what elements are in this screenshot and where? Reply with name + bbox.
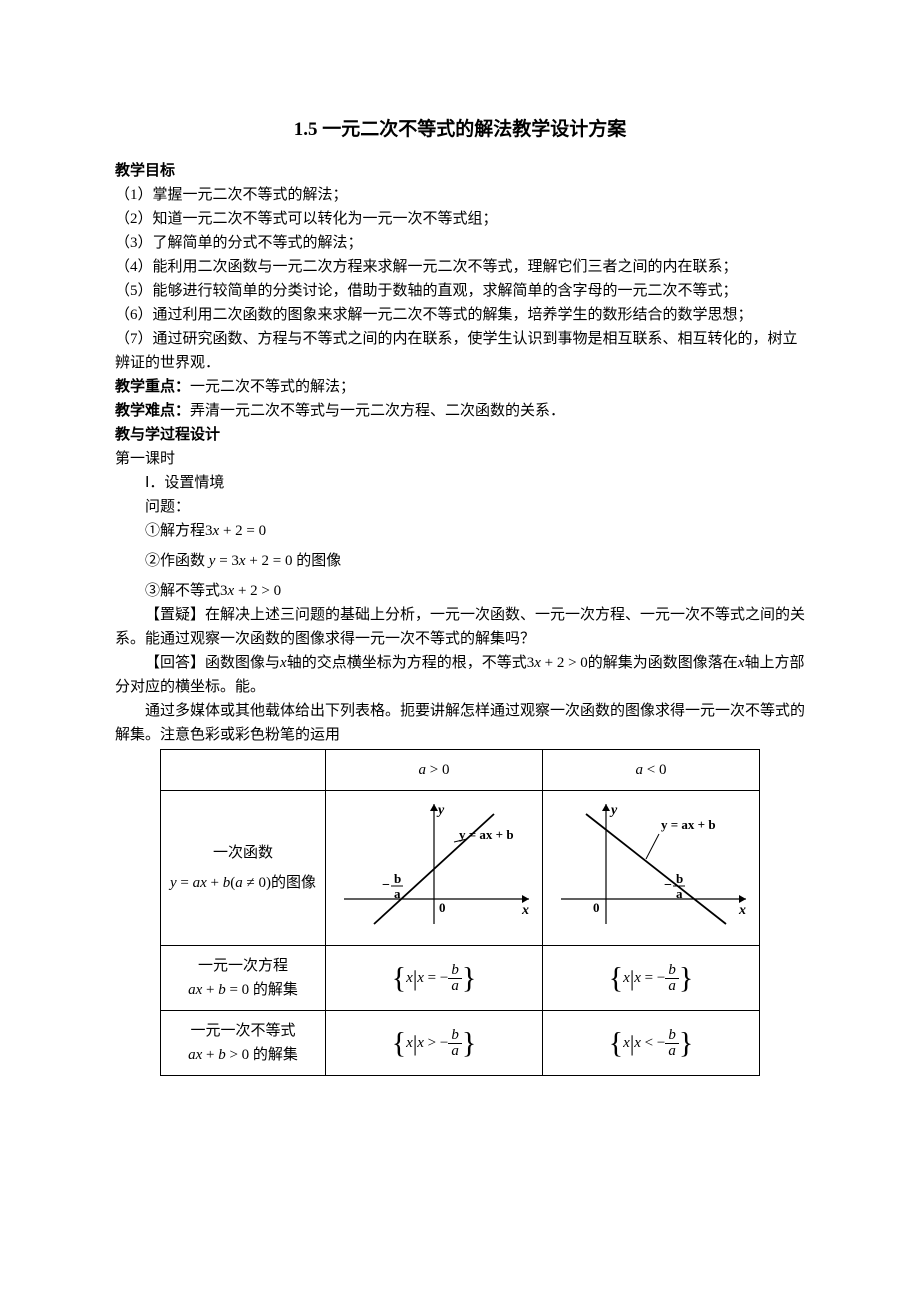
difficulty-line: 教学难点：弄清一元二次不等式与一元二次方程、二次函数的关系． — [115, 399, 805, 423]
linear-graph-negative-icon: y x 0 y = ax + b − b a — [551, 799, 751, 929]
table-empty-header — [161, 750, 326, 791]
svg-text:y: y — [436, 803, 445, 818]
process-heading: 教与学过程设计 — [115, 423, 805, 447]
answer-para: 【回答】函数图像与x轴的交点横坐标为方程的根，不等式3x + 2 > 0的解集为… — [115, 651, 805, 699]
difficulty-text: 弄清一元二次不等式与一元二次方程、二次函数的关系． — [190, 403, 565, 419]
summary-table: a > 0 a < 0 一次函数 y = ax + b(a ≠ 0)的图像 y … — [160, 749, 760, 1076]
row2-label: 一元一次方程 ax + b = 0 的解集 — [161, 946, 326, 1011]
row3-cell-pos: {x|x > −ba} — [326, 1011, 543, 1076]
question-label: 问题： — [115, 495, 805, 519]
svg-text:y = ax + b: y = ax + b — [459, 827, 514, 842]
goal-item: （6）通过利用二次函数的图象来求解一元二次不等式的解集，培养学生的数形结合的数学… — [115, 303, 805, 327]
svg-text:b: b — [676, 871, 683, 886]
svg-text:−: − — [664, 878, 672, 893]
linear-graph-positive-icon: y x 0 y = ax + b − b a — [334, 799, 534, 929]
svg-text:0: 0 — [593, 900, 600, 915]
goals-heading: 教学目标 — [115, 159, 805, 183]
svg-text:a: a — [676, 886, 683, 901]
graph-a-negative: y x 0 y = ax + b − b a — [543, 791, 760, 946]
q2: ②作函数 y = 3x + 2 = 0 的图像 — [115, 549, 805, 573]
keypoint-label: 教学重点： — [115, 379, 190, 395]
goal-item: （5）能够进行较简单的分类讨论，借助于数轴的直观，求解简单的含字母的一元二次不等… — [115, 279, 805, 303]
goal-item: （1）掌握一元二次不等式的解法； — [115, 183, 805, 207]
q3: ③解不等式3x + 2 > 0 — [115, 579, 805, 603]
graph-a-positive: y x 0 y = ax + b − b a — [326, 791, 543, 946]
row3-cell-neg: {x|x < −ba} — [543, 1011, 760, 1076]
para2: 通过多媒体或其他载体给出下列表格。扼要讲解怎样通过观察一次函数的图像求得一元一次… — [115, 699, 805, 747]
table-header-a-pos: a > 0 — [326, 750, 543, 791]
document-page: 1.5 一元二次不等式的解法教学设计方案 教学目标 （1）掌握一元二次不等式的解… — [0, 0, 920, 1302]
svg-text:−: − — [382, 878, 390, 893]
row2-cell-pos: {x|x = −ba} — [326, 946, 543, 1011]
goal-item: （7）通过研究函数、方程与不等式之间的内在联系，使学生认识到事物是相互联系、相互… — [115, 327, 805, 375]
svg-text:x: x — [521, 903, 529, 918]
goal-item: （4）能利用二次函数与一元二次方程来求解一元二次不等式，理解它们三者之间的内在联… — [115, 255, 805, 279]
svg-text:0: 0 — [439, 900, 446, 915]
q1: ①解方程3x + 2 = 0 — [115, 519, 805, 543]
goal-item: （3）了解简单的分式不等式的解法； — [115, 231, 805, 255]
keypoint-line: 教学重点：一元二次不等式的解法； — [115, 375, 805, 399]
row2-cell-neg: {x|x = −ba} — [543, 946, 760, 1011]
table-header-a-neg: a < 0 — [543, 750, 760, 791]
page-title: 1.5 一元二次不等式的解法教学设计方案 — [115, 115, 805, 145]
keypoint-text: 一元二次不等式的解法； — [190, 379, 355, 395]
doubt-para: 【置疑】在解决上述三问题的基础上分析，一元一次函数、一元一次方程、一元一次不等式… — [115, 603, 805, 651]
difficulty-label: 教学难点： — [115, 403, 190, 419]
svg-text:y = ax + b: y = ax + b — [661, 817, 716, 832]
svg-text:b: b — [394, 871, 401, 886]
scene-heading: Ⅰ．设置情境 — [115, 471, 805, 495]
svg-text:a: a — [394, 886, 401, 901]
goal-item: （2）知道一元二次不等式可以转化为一元一次不等式组； — [115, 207, 805, 231]
row1-label: 一次函数 y = ax + b(a ≠ 0)的图像 — [161, 791, 326, 946]
row3-label: 一元一次不等式 ax + b > 0 的解集 — [161, 1011, 326, 1076]
svg-text:x: x — [738, 903, 746, 918]
lesson-label: 第一课时 — [115, 447, 805, 471]
svg-text:y: y — [609, 803, 618, 818]
